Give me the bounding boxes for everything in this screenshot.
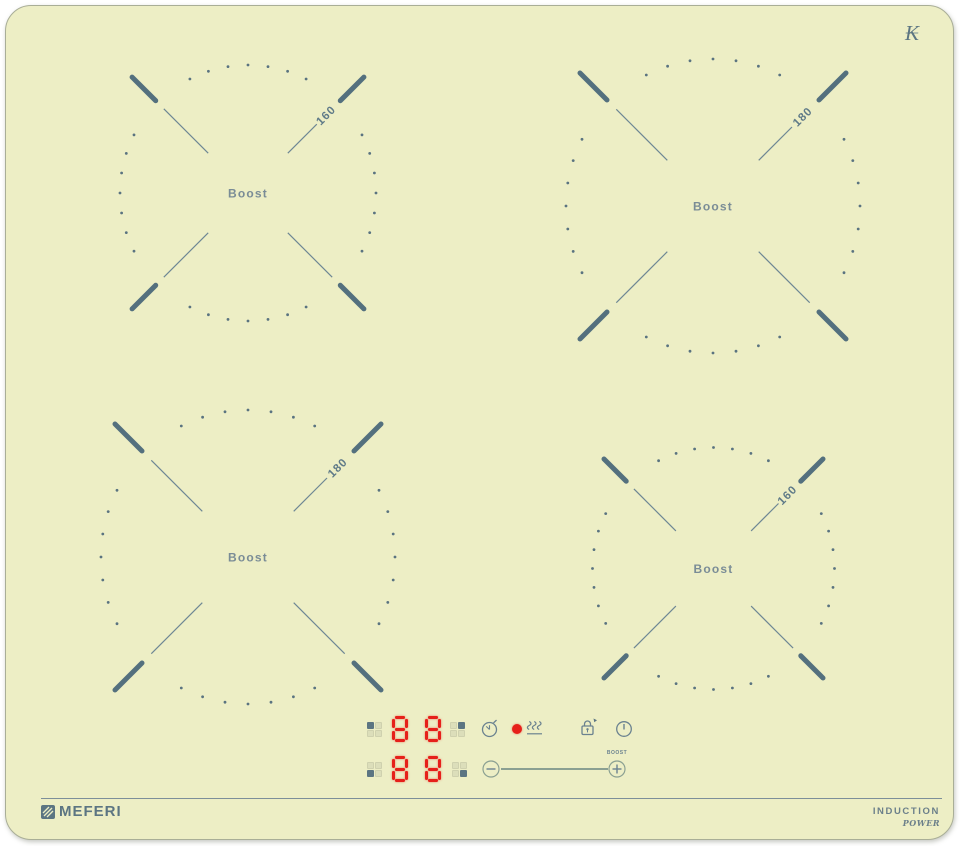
display-bottom-digit-1	[392, 756, 408, 782]
svg-text:180: 180	[791, 105, 815, 129]
svg-text:Boost: Boost	[228, 551, 268, 565]
timer-button[interactable]	[479, 718, 500, 739]
brand-name: MEFERI	[59, 803, 122, 820]
display-top-digit-1	[392, 716, 408, 742]
product-tagline: INDUCTION POWER	[873, 806, 940, 828]
svg-text:Boost: Boost	[693, 200, 733, 214]
cooking-zone-back-left: 160 Boost	[69, 14, 427, 372]
cooking-zone-front-right: 160 Boost	[544, 399, 883, 738]
svg-text:160: 160	[314, 104, 338, 128]
svg-text:160: 160	[775, 483, 799, 507]
brand-logo: MEFERI	[41, 803, 122, 820]
svg-text:180: 180	[326, 456, 350, 480]
power-plus-boost-button[interactable]	[607, 759, 627, 779]
zone-selector-front-right-button[interactable]	[452, 762, 467, 777]
zone-selector-back-left-button[interactable]	[367, 722, 382, 737]
child-lock-button[interactable]	[579, 717, 599, 737]
zone-selector-front-left-button[interactable]	[367, 762, 382, 777]
display-top-digit-2	[425, 716, 441, 742]
footer-divider	[41, 798, 942, 799]
residual-heat-icon[interactable]	[525, 720, 544, 737]
timer-active-indicator	[512, 724, 522, 734]
svg-text:Boost: Boost	[228, 187, 268, 201]
power-slider[interactable]	[501, 768, 608, 770]
brand-mark-icon: ₭	[905, 21, 920, 45]
tagline-induction: INDUCTION	[872, 806, 940, 817]
power-minus-button[interactable]	[481, 759, 501, 779]
power-button[interactable]	[614, 719, 634, 739]
brand-logo-icon	[41, 804, 55, 819]
tagline-power: POWER	[902, 818, 940, 828]
cooking-zone-front-left: 180 Boost	[42, 351, 454, 763]
svg-text:Boost: Boost	[693, 562, 733, 576]
hob-surface: ₭ 160 Boost 180 Boost 180 Boost 160 Boost	[5, 5, 954, 840]
cooking-zone-back-right: 180 Boost	[507, 0, 919, 412]
display-bottom-digit-2	[425, 756, 441, 782]
boost-button-label: BOOST	[606, 750, 628, 756]
zone-selector-back-right-button[interactable]	[450, 722, 465, 737]
